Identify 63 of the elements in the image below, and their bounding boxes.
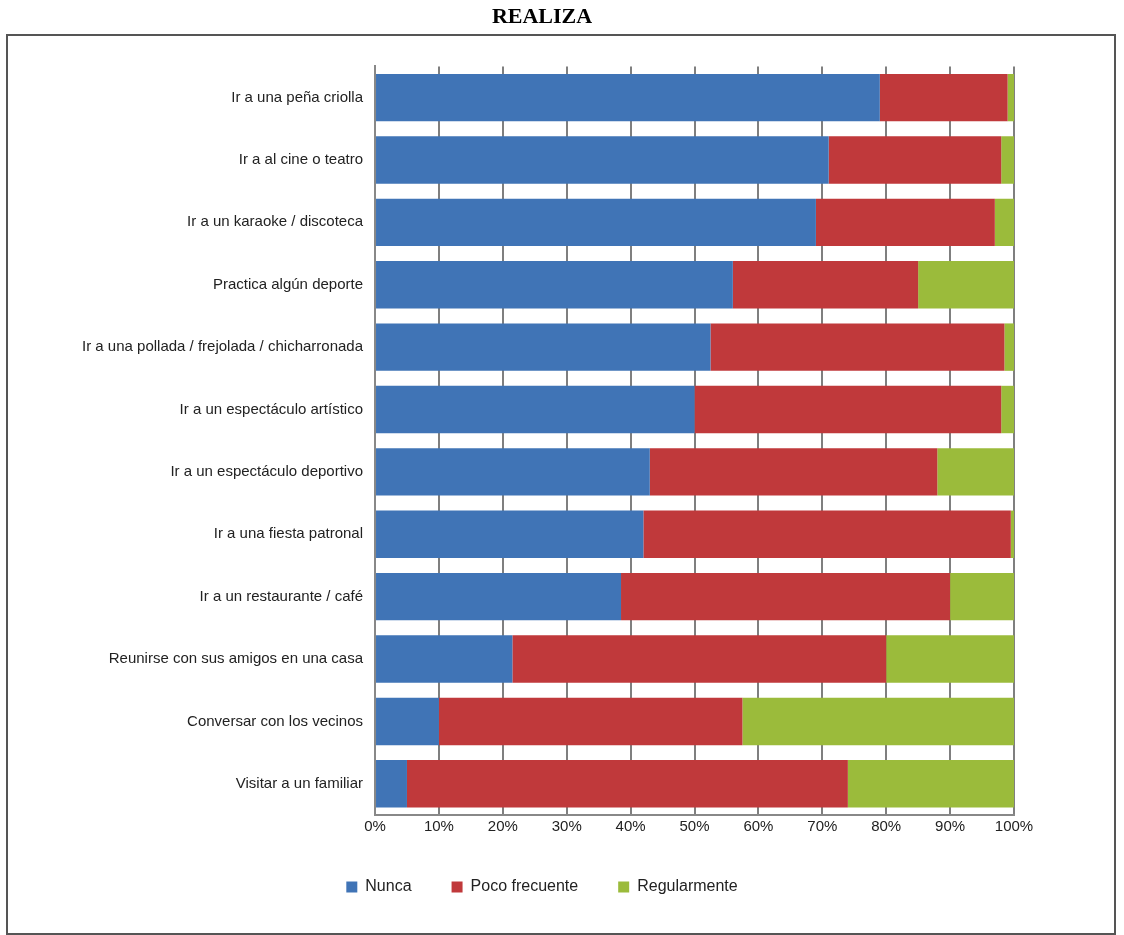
bar — [621, 572, 951, 621]
bar — [376, 697, 439, 746]
bar — [994, 198, 1014, 247]
bar — [1004, 323, 1014, 371]
x-tick-label: 40% — [615, 817, 646, 835]
x-tick-label: 30% — [551, 817, 582, 835]
x-tick-label: 80% — [871, 817, 902, 835]
bar — [376, 136, 829, 184]
x-tick-label: 90% — [935, 817, 966, 835]
y-tick-label: Ir a una peña criolla — [231, 87, 364, 105]
bar — [376, 385, 695, 434]
bar — [742, 697, 1014, 746]
x-tick-label: 60% — [743, 817, 774, 835]
legend-label: Poco frecuente — [470, 877, 579, 895]
bar — [376, 448, 650, 496]
bar — [950, 572, 1014, 621]
y-tick-label: Visitar a un familiar — [235, 773, 364, 791]
y-tick-label: Practica algún deporte — [212, 274, 364, 292]
x-tick-label: 20% — [487, 817, 518, 835]
bar — [512, 635, 887, 683]
bar — [376, 73, 880, 122]
y-tick-label: Ir a un karaoke / discoteca — [187, 212, 364, 230]
bar — [376, 323, 711, 371]
y-tick-label: Conversar con los vecinos — [187, 711, 364, 729]
bar — [1001, 385, 1014, 434]
x-tick-label: 10% — [423, 817, 454, 835]
bar — [732, 261, 919, 309]
bar — [376, 198, 816, 247]
x-tick-label: 50% — [679, 817, 710, 835]
bar — [376, 510, 644, 558]
bar — [937, 448, 1014, 496]
bar — [1007, 73, 1014, 122]
bar — [828, 136, 1002, 184]
chart-title: REALIZA — [491, 2, 593, 28]
y-tick-label: Reunirse con sus amigos en una casa — [108, 649, 364, 667]
x-tick-label: 100% — [994, 817, 1034, 835]
y-tick-label: Ir a un restaurante / café — [199, 586, 364, 604]
bar — [1010, 510, 1014, 558]
y-tick-label: Ir a un espectáculo artístico — [179, 399, 364, 417]
bar — [649, 448, 938, 496]
y-tick-label: Ir a un espectáculo deportivo — [170, 462, 364, 480]
bar — [406, 760, 848, 808]
legend-label: Regularmente — [637, 877, 738, 895]
bar — [376, 261, 733, 309]
bar — [815, 198, 995, 247]
y-tick-label: Ir a una pollada / frejolada / chicharronada — [82, 337, 364, 355]
bar — [1001, 136, 1014, 184]
y-tick-label: Ir a una fiesta patronal — [213, 524, 364, 542]
bar — [710, 323, 1005, 371]
x-tick-label: 0% — [364, 817, 386, 835]
bar — [376, 572, 622, 621]
bar — [886, 635, 1014, 683]
bar — [376, 635, 513, 683]
x-tick-label: 70% — [807, 817, 838, 835]
y-tick-label: Ir a al cine o teatro — [238, 150, 364, 168]
bar — [376, 760, 407, 808]
bar — [694, 385, 1002, 434]
bar — [879, 73, 1008, 122]
bar — [438, 697, 743, 746]
bar — [918, 261, 1014, 309]
bar — [643, 510, 1011, 558]
legend-label: Nunca — [365, 877, 412, 895]
bar — [847, 760, 1014, 808]
